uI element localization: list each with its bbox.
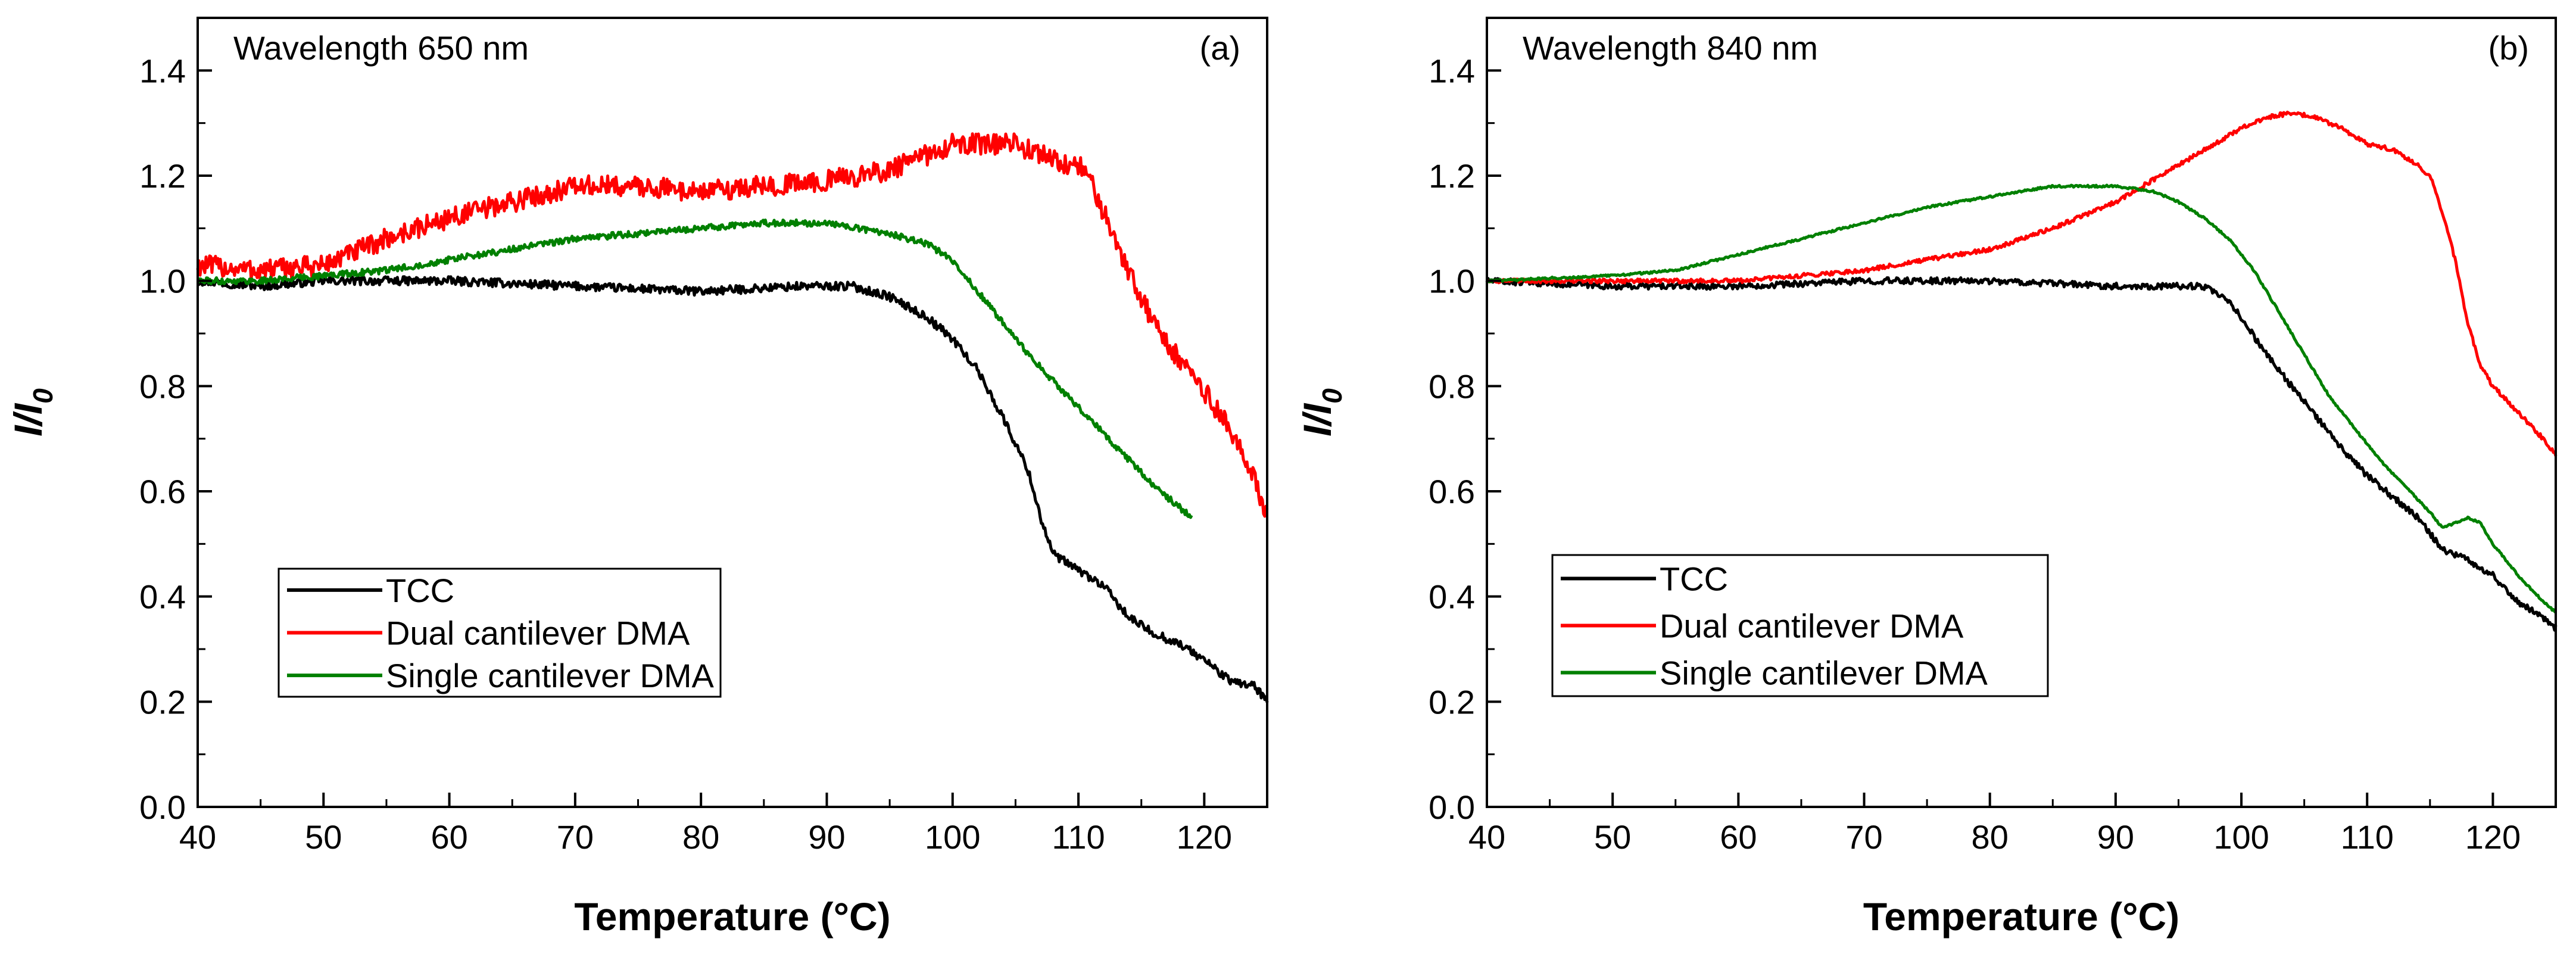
- y-tick-label: 0.4: [139, 578, 186, 616]
- y-tick-label: 1.2: [139, 157, 186, 195]
- y-tick-label: 1.2: [1429, 157, 1475, 195]
- y-tick-label: 0.6: [1429, 473, 1475, 510]
- x-tick-label: 60: [431, 818, 467, 856]
- x-tick-label: 60: [1720, 818, 1757, 856]
- panel-label: (b): [2488, 29, 2529, 67]
- legend-label: Dual cantilever DMA: [1660, 607, 1964, 645]
- chart-panel-a: 40 50 60 70 80 90 100 110 120 0.0 0.2 0.4 0.6 0.8 1.0 1…: [6, 17, 1269, 939]
- legend: TCC Dual cantilever DMA Single cantilever …: [277, 568, 722, 698]
- x-tick-label: 70: [1845, 818, 1882, 856]
- series-line-single-cantilever-dma: [197, 218, 1193, 519]
- series-line-tcc: [196, 275, 1269, 703]
- legend-label: TCC: [386, 572, 454, 609]
- legend-label: Dual cantilever DMA: [386, 615, 690, 652]
- x-tick-label: 100: [2213, 818, 2269, 856]
- x-tick-label: 40: [179, 818, 216, 856]
- y-tick-label: 1.4: [1429, 52, 1475, 89]
- panel-label: (a): [1200, 29, 1240, 67]
- y-tick-label: 0.2: [1429, 683, 1475, 721]
- y-axis-title-subscript: 0: [1317, 388, 1348, 404]
- x-tick-label: 80: [682, 818, 719, 856]
- y-tick-label: 0.4: [1429, 578, 1475, 616]
- y-tick-label: 0.0: [139, 788, 186, 826]
- y-tick-label: 0.8: [139, 367, 186, 405]
- x-tick-label: 80: [1972, 818, 2009, 856]
- x-tick-label: 50: [1594, 818, 1631, 856]
- y-axis-title-main: I/I: [1295, 403, 1339, 437]
- legend-label: Single cantilever DMA: [386, 657, 715, 694]
- y-axis-title-subscript: 0: [27, 388, 58, 404]
- plot-frame: [1486, 17, 2557, 808]
- y-tick-label: 1.0: [139, 263, 186, 300]
- x-tick-label: 110: [1052, 818, 1105, 856]
- panel-title: Wavelength 840 nm: [1523, 29, 1818, 67]
- x-axis-title: Temperature (°C): [574, 894, 890, 939]
- x-tick-label: 90: [808, 818, 845, 856]
- legend-label: TCC: [1660, 560, 1728, 598]
- series-line-single-cantilever-dma: [1486, 183, 2557, 614]
- y-axis-title: I/I0: [6, 388, 58, 437]
- panel-title: Wavelength 650 nm: [233, 29, 529, 67]
- x-tick-label: 120: [2465, 818, 2521, 856]
- x-tick-label: 70: [557, 818, 594, 856]
- x-tick-label: 110: [2341, 818, 2394, 856]
- y-tick-label: 0.2: [139, 683, 186, 721]
- series-line-dual-cantilever-dma: [1486, 110, 2558, 457]
- x-tick-label: 120: [1177, 818, 1232, 856]
- plot-frame: [197, 17, 1268, 808]
- y-tick-label: 0.0: [1429, 788, 1475, 826]
- y-tick-label: 0.6: [139, 473, 186, 510]
- x-tick-label: 90: [2097, 818, 2134, 856]
- y-tick-label: 1.0: [1429, 263, 1475, 300]
- x-axis-title: Temperature (°C): [1863, 894, 2179, 939]
- y-axis-title-main: I/I: [6, 403, 50, 437]
- chart-panel-b: 40 50 60 70 80 90 100 110 120 0.0 0.2 0.4 0.6 0.8 1.0 1…: [1295, 17, 2558, 939]
- y-tick-label: 0.8: [1429, 367, 1475, 405]
- x-tick-label: 100: [925, 818, 980, 856]
- legend-label: Single cantilever DMA: [1660, 654, 1988, 692]
- y-axis-title: I/I0: [1295, 388, 1348, 437]
- y-tick-label: 1.4: [139, 52, 186, 89]
- x-tick-label: 40: [1468, 818, 1505, 856]
- x-tick-label: 50: [305, 818, 342, 856]
- series-line-dual-cantilever-dma: [196, 132, 1269, 518]
- legend: TCC Dual cantilever DMA Single cantilever …: [1551, 554, 2049, 697]
- series-line-tcc: [1485, 276, 2558, 632]
